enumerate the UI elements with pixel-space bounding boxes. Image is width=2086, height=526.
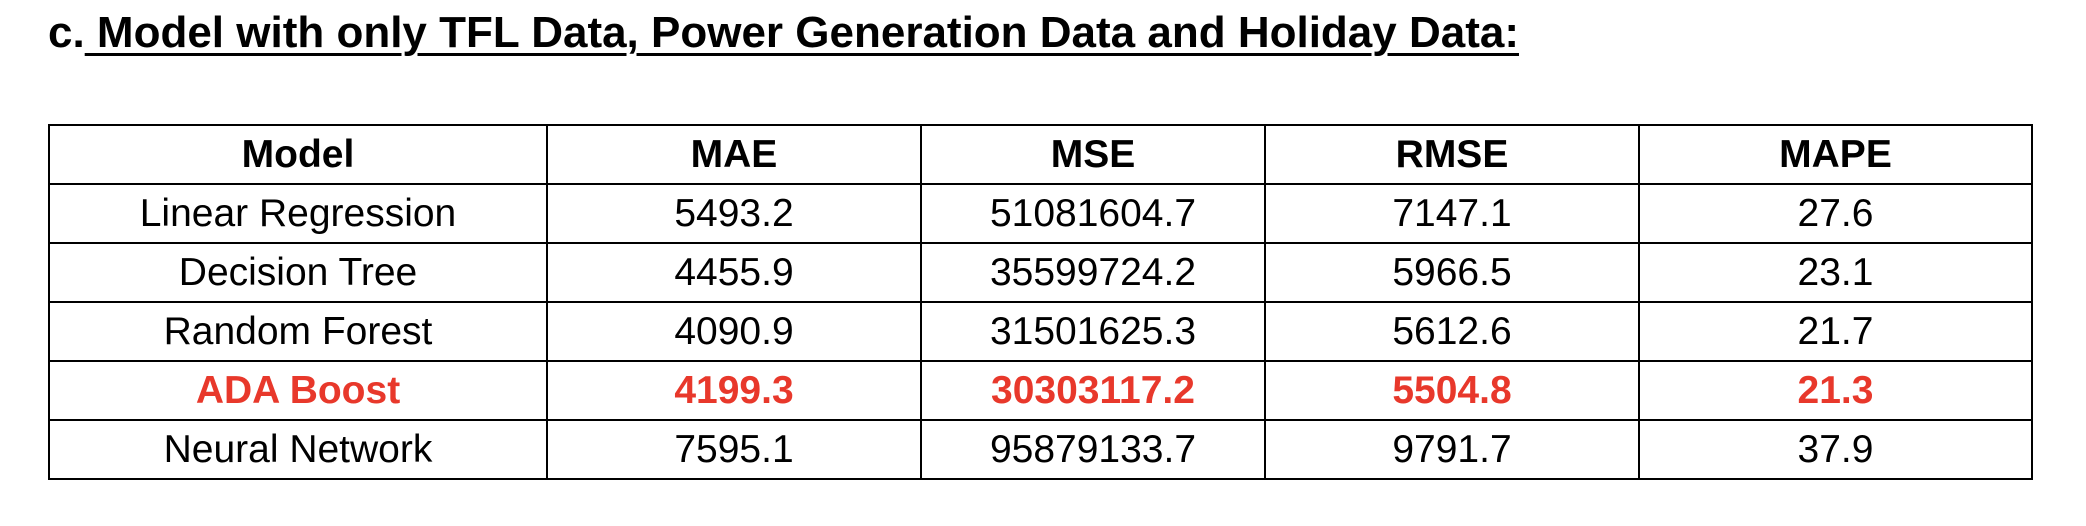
- cell-mae: 4199.3: [546, 360, 922, 421]
- column-header-model: Model: [48, 124, 548, 185]
- cell-mape: 23.1: [1638, 242, 2033, 303]
- cell-model: Neural Network: [48, 419, 548, 480]
- cell-mse: 30303117.2: [920, 360, 1266, 421]
- cell-rmse: 9791.7: [1264, 419, 1640, 480]
- cell-rmse: 7147.1: [1264, 183, 1640, 244]
- cell-mae: 7595.1: [546, 419, 922, 480]
- cell-mse: 35599724.2: [920, 242, 1266, 303]
- cell-mae: 5493.2: [546, 183, 922, 244]
- column-header-mape: MAPE: [1638, 124, 2033, 185]
- cell-mape: 37.9: [1638, 419, 2033, 480]
- cell-mse: 95879133.7: [920, 419, 1266, 480]
- cell-model: ADA Boost: [48, 360, 548, 421]
- cell-mse: 31501625.3: [920, 301, 1266, 362]
- section-title: Model with only TFL Data, Power Generati…: [84, 8, 1519, 57]
- results-table-container: Model MAE MSE RMSE MAPE Linear Regressio…: [48, 124, 2033, 480]
- column-header-mae: MAE: [546, 124, 922, 185]
- cell-model: Random Forest: [48, 301, 548, 362]
- section-label: c.: [48, 8, 85, 57]
- cell-rmse: 5966.5: [1264, 242, 1640, 303]
- table-row: Neural Network 7595.1 95879133.7 9791.7 …: [48, 419, 2033, 480]
- cell-mae: 4455.9: [546, 242, 922, 303]
- table-row-highlighted: ADA Boost 4199.3 30303117.2 5504.8 21.3: [48, 360, 2033, 421]
- cell-mape: 27.6: [1638, 183, 2033, 244]
- column-header-mse: MSE: [920, 124, 1266, 185]
- cell-rmse: 5504.8: [1264, 360, 1640, 421]
- cell-mape: 21.7: [1638, 301, 2033, 362]
- table-row: Random Forest 4090.9 31501625.3 5612.6 2…: [48, 301, 2033, 362]
- cell-mape: 21.3: [1638, 360, 2033, 421]
- cell-rmse: 5612.6: [1264, 301, 1640, 362]
- section-heading: c. Model with only TFL Data, Power Gener…: [48, 2, 1519, 64]
- table-row: Decision Tree 4455.9 35599724.2 5966.5 2…: [48, 242, 2033, 303]
- cell-model: Decision Tree: [48, 242, 548, 303]
- cell-mse: 51081604.7: [920, 183, 1266, 244]
- table-header-row: Model MAE MSE RMSE MAPE: [48, 124, 2033, 185]
- column-header-rmse: RMSE: [1264, 124, 1640, 185]
- cell-mae: 4090.9: [546, 301, 922, 362]
- cell-model: Linear Regression: [48, 183, 548, 244]
- table-row: Linear Regression 5493.2 51081604.7 7147…: [48, 183, 2033, 244]
- results-table: Model MAE MSE RMSE MAPE Linear Regressio…: [48, 124, 2033, 480]
